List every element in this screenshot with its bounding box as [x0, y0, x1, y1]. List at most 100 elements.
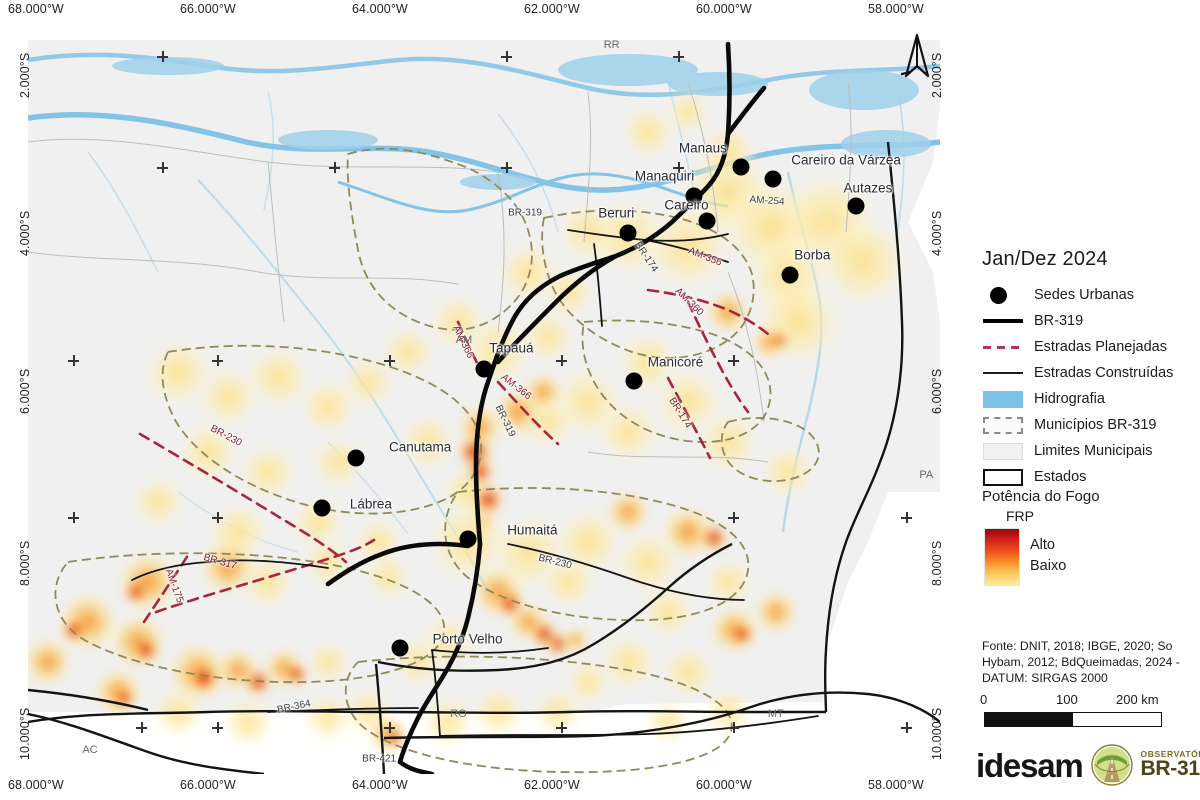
graticule-cross: [673, 51, 684, 62]
legend-label: Municípios BR-319: [1034, 417, 1157, 433]
lat-label-right: 6.000°S: [930, 368, 944, 414]
legend-title: Jan/Dez 2024: [982, 248, 1108, 270]
legend-label: Limites Municipais: [1034, 443, 1153, 459]
lat-label-right: 8.000°S: [930, 540, 944, 586]
legend-item-municipios-br319[interactable]: Municípios BR-319: [982, 414, 1157, 436]
idesam-logo: idesam: [976, 746, 1084, 784]
city-label: Manicoré: [647, 354, 704, 370]
dashed-line-icon: [982, 338, 1024, 356]
graticule-cross: [68, 512, 79, 523]
city-label: Careiro: [664, 197, 709, 213]
scale-bar-graphic: [984, 712, 1162, 727]
water-swatch-icon: [982, 390, 1024, 408]
graticule-cross: [501, 162, 512, 173]
scale-bar-labels: 0 100 200 km: [980, 692, 1162, 710]
graticule-cross: [157, 51, 168, 62]
city-label: Careiro da Várzea: [791, 152, 901, 168]
br319-south-connector: [418, 676, 444, 716]
state-label: PA: [919, 468, 934, 481]
map-canvas: [28, 22, 940, 774]
city-dot[interactable]: [685, 187, 703, 205]
city-label: Manaus: [678, 140, 727, 156]
scale-bar-filled-half: [985, 713, 1073, 726]
lat-label-left: 4.000°S: [18, 210, 32, 256]
thick-line-icon: [982, 312, 1024, 330]
legend-item-br319[interactable]: BR-319: [982, 310, 1083, 332]
graticule-cross: [901, 512, 912, 523]
frp-legend-title: Potência do Fogo: [982, 488, 1100, 505]
city-label: Borba: [794, 247, 831, 263]
city-label: Manaquiri: [634, 168, 695, 184]
legend-item-hidrografia[interactable]: Hidrografia: [982, 388, 1105, 410]
legend-label: Estradas Construídas: [1034, 365, 1174, 381]
lat-label-left: 6.000°S: [18, 368, 32, 414]
frp-legend-subtitle: FRP: [1006, 508, 1034, 524]
lat-label-left: 2.000°S: [18, 52, 32, 98]
city-label: Autazes: [843, 180, 893, 196]
city-dot[interactable]: [459, 530, 477, 548]
lon-label-top: 68.000°W: [8, 2, 64, 16]
graticule-cross: [212, 512, 223, 523]
city-label: Beruri: [598, 205, 635, 221]
black-dot-icon: [982, 286, 1024, 304]
scale-bar-empty-half: [1073, 713, 1161, 726]
city-dot[interactable]: [781, 266, 799, 284]
city-dot[interactable]: [619, 224, 637, 242]
city-dot[interactable]: [847, 197, 865, 215]
hydrography-lakes: [112, 54, 931, 190]
observatorio-main-label: BR-319: [1140, 757, 1200, 781]
city-dot[interactable]: [625, 372, 643, 390]
source-note: Fonte: DNIT, 2018; IBGE, 2020; So Hybam,…: [982, 639, 1180, 685]
legend-item-sedes-urbanas[interactable]: Sedes Urbanas: [982, 284, 1134, 306]
graticule-cross: [501, 51, 512, 62]
lat-label-right: 10.000°S: [930, 707, 944, 760]
city-dot[interactable]: [732, 158, 750, 176]
map-viewport[interactable]: BR-319 BR-319 BR-174 BR-230 BR-364 BR-421 AM-2…: [28, 22, 940, 774]
lon-label-bottom: 66.000°W: [180, 778, 236, 792]
lon-label-bottom: 62.000°W: [524, 778, 580, 792]
state-label: MT: [767, 707, 784, 720]
legend-item-estradas-planejadas[interactable]: Estradas Planejadas: [982, 336, 1167, 358]
graticule-cross: [136, 722, 147, 733]
north-arrow-icon: [900, 33, 930, 78]
lon-label-top: 64.000°W: [352, 2, 408, 16]
road-label: BR-319: [508, 207, 542, 219]
graticule-cross: [329, 162, 340, 173]
logos-row: idesam OBSERVATÓRIO BR-319: [976, 742, 1200, 788]
city-dot[interactable]: [764, 170, 782, 188]
lat-label-left: 8.000°S: [18, 540, 32, 586]
scale-tick-0: 0: [980, 692, 988, 707]
graticule-cross: [384, 355, 395, 366]
legend-item-estradas-construidas[interactable]: Estradas Construídas: [982, 362, 1173, 384]
graticule-cross: [728, 355, 739, 366]
city-dot[interactable]: [698, 212, 716, 230]
city-label: Porto Velho: [432, 631, 503, 647]
graticule-cross: [673, 162, 684, 173]
frp-color-ramp: [984, 528, 1020, 586]
graticule-cross: [556, 355, 567, 366]
outline-box-icon: [982, 468, 1024, 486]
state-borders-layer: [28, 141, 940, 774]
observatorio-wordmark: OBSERVATÓRIO BR-319: [1140, 749, 1200, 781]
city-dot[interactable]: [347, 449, 365, 467]
city-dot[interactable]: [313, 499, 331, 517]
graticule-cross: [556, 722, 567, 733]
road-label: BR-421: [362, 753, 397, 765]
graticule-cross: [901, 722, 912, 733]
graticule-cross: [68, 355, 79, 366]
legend-label: Estradas Planejadas: [1034, 339, 1167, 355]
state-label: AC: [82, 743, 98, 756]
legend-label: BR-319: [1034, 313, 1084, 329]
legend-panel: Jan/Dez 2024 Sedes Urbanas BR-319 Estrad…: [952, 0, 1200, 800]
legend-label: Estados: [1034, 469, 1087, 485]
state-label: AM: [455, 334, 473, 347]
city-dot[interactable]: [391, 639, 409, 657]
legend-item-limites-municipais[interactable]: Limites Municipais: [982, 440, 1152, 462]
scale-tick-100: 100: [1056, 692, 1078, 707]
lon-label-bottom: 64.000°W: [352, 778, 408, 792]
legend-item-estados[interactable]: Estados: [982, 466, 1086, 488]
lon-label-top: 60.000°W: [696, 2, 752, 16]
lon-label-bottom: 68.000°W: [8, 778, 64, 792]
graticule-cross: [728, 512, 739, 523]
city-dot[interactable]: [475, 360, 493, 378]
